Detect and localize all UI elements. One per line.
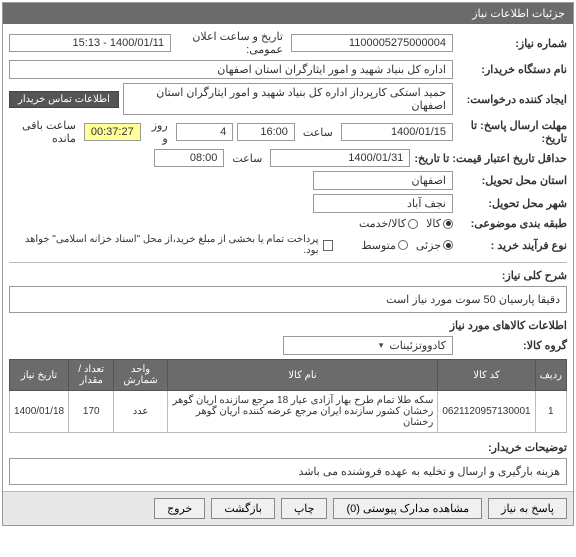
row-reply: مهلت ارسال پاسخ: تا تاریخ: 1400/01/15 سا… <box>9 119 567 145</box>
remain-label: ساعت باقی مانده <box>13 119 76 145</box>
cell-unit: عدد <box>114 391 167 433</box>
days-left: 4 <box>176 123 234 141</box>
creator-value: حمید استکی کارپرداز اداره کل بنیاد شهید … <box>123 83 453 115</box>
req-no-value: 1100005275000004 <box>291 34 453 52</box>
org-label: نام دستگاه خریدار: <box>457 63 567 76</box>
province-value: اصفهان <box>313 171 453 190</box>
chevron-down-icon: ▾ <box>379 340 384 351</box>
cell-row: 1 <box>535 391 566 433</box>
announce-label: تاریخ و ساعت اعلان عمومی: <box>179 30 283 56</box>
subject-service-radio[interactable]: کالا/خدمت <box>359 217 418 230</box>
row-req-no: شماره نیاز: 1100005275000004 تاریخ و ساع… <box>9 30 567 56</box>
proc-mid-label: متوسط <box>361 239 396 252</box>
radio-dot-icon <box>408 219 418 229</box>
th-name: نام کالا <box>167 360 438 391</box>
reply-hour: 16:00 <box>237 123 295 141</box>
divider <box>9 262 567 263</box>
th-unit: واحد شمارش <box>114 360 167 391</box>
radio-dot-icon <box>398 240 408 250</box>
group-value: کادووتزئینات <box>389 339 446 352</box>
row-proc: نوع فرآیند خرید : جزئی متوسط پرداخت تمام… <box>9 234 567 256</box>
time-left: 00:37:27 <box>84 123 141 141</box>
announce-value: 1400/01/11 - 15:13 <box>9 34 171 52</box>
row-subject: طبقه بندی موضوعی: کالا کالا/خدمت <box>9 217 567 230</box>
row-group: گروه کالا: کادووتزئینات ▾ <box>9 336 567 355</box>
print-button[interactable]: چاپ <box>281 498 328 519</box>
reply-label: مهلت ارسال پاسخ: تا تاریخ: <box>457 119 567 145</box>
hour-word-1: ساعت <box>303 126 333 139</box>
cell-name: سکه طلا تمام طرح بهار آزادی عیار 18 مرجع… <box>167 391 438 433</box>
row-valid: حداقل تاریخ اعتبار قیمت: تا تاریخ: 1400/… <box>9 149 567 167</box>
city-value: نجف آباد <box>313 194 453 213</box>
exit-button[interactable]: خروج <box>154 498 205 519</box>
subject-radio-group: کالا کالا/خدمت <box>359 217 453 230</box>
pay-checkbox[interactable] <box>323 240 334 251</box>
city-label: شهر محل تحویل: <box>457 197 567 210</box>
pay-note: پرداخت تمام یا بخشی از مبلغ خرید،از محل … <box>9 234 319 256</box>
org-value: اداره کل بنیاد شهید و امور ایثارگران است… <box>9 60 453 79</box>
day-word: روز و <box>149 119 168 145</box>
th-code: کد کالا <box>438 360 535 391</box>
valid-hour: 08:00 <box>154 149 224 167</box>
row-desc-label: شرح کلی نیاز: <box>9 269 567 282</box>
items-table: ردیف کد کالا نام کالا واحد شمارش تعداد /… <box>9 359 567 433</box>
valid-date: 1400/01/31 <box>270 149 410 167</box>
proc-mid-radio[interactable]: متوسط <box>361 239 408 252</box>
group-label: گروه کالا: <box>457 339 567 352</box>
radio-dot-icon <box>443 240 453 250</box>
th-date: تاریخ نیاز <box>10 360 69 391</box>
panel-title: جزئیات اطلاعات نیاز <box>3 3 573 24</box>
subject-kala-radio[interactable]: کالا <box>426 217 453 230</box>
contact-buyer-button[interactable]: اطلاعات تماس خریدار <box>9 91 119 108</box>
proc-low-label: جزئی <box>416 239 441 252</box>
subject-kala-label: کالا <box>426 217 441 230</box>
reply-date: 1400/01/15 <box>341 123 453 141</box>
row-creator: ایجاد کننده درخواست: حمید استکی کارپرداز… <box>9 83 567 115</box>
proc-low-radio[interactable]: جزئی <box>416 239 453 252</box>
back-button[interactable]: بازگشت <box>211 498 275 519</box>
table-row: 1 0621120957130001 سکه طلا تمام طرح بهار… <box>10 391 567 433</box>
subject-label: طبقه بندی موضوعی: <box>457 217 567 230</box>
panel-body: شماره نیاز: 1100005275000004 تاریخ و ساع… <box>3 24 573 491</box>
subject-service-label: کالا/خدمت <box>359 217 406 230</box>
proc-label: نوع فرآیند خرید : <box>457 239 567 252</box>
cell-qty: 170 <box>69 391 114 433</box>
row-city: شهر محل تحویل: نجف آباد <box>9 194 567 213</box>
table-header-row: ردیف کد کالا نام کالا واحد شمارش تعداد /… <box>10 360 567 391</box>
items-section-title: اطلاعات کالاهای مورد نیاز <box>9 319 567 332</box>
footer-buttons: پاسخ به نیاز مشاهده مدارک پیوستی (0) چاپ… <box>3 491 573 525</box>
hour-word-2: ساعت <box>232 152 262 165</box>
attachments-button[interactable]: مشاهده مدارک پیوستی (0) <box>333 498 482 519</box>
th-row: ردیف <box>535 360 566 391</box>
buyer-note-text: هزینه بارگیری و ارسال و تخلیه به عهده فر… <box>9 458 567 485</box>
proc-radio-group: جزئی متوسط <box>361 239 453 252</box>
radio-dot-icon <box>443 219 453 229</box>
creator-label: ایجاد کننده درخواست: <box>457 93 567 106</box>
desc-text: دقیقا پارسیان 50 سوت مورد نیاز است <box>9 286 567 313</box>
group-combo[interactable]: کادووتزئینات ▾ <box>283 336 453 355</box>
buyer-note-label: توضیحات خریدار: <box>488 442 567 454</box>
cell-date: 1400/01/18 <box>10 391 69 433</box>
valid-label: حداقل تاریخ اعتبار قیمت: تا تاریخ: <box>414 152 567 165</box>
reply-button[interactable]: پاسخ به نیاز <box>488 498 567 519</box>
cell-code: 0621120957130001 <box>438 391 535 433</box>
desc-label: شرح کلی نیاز: <box>457 269 567 282</box>
details-panel: جزئیات اطلاعات نیاز شماره نیاز: 11000052… <box>2 2 574 526</box>
row-province: استان محل تحویل: اصفهان <box>9 171 567 190</box>
province-label: استان محل تحویل: <box>457 174 567 187</box>
th-qty: تعداد / مقدار <box>69 360 114 391</box>
row-org: نام دستگاه خریدار: اداره کل بنیاد شهید و… <box>9 60 567 79</box>
req-no-label: شماره نیاز: <box>457 37 567 50</box>
